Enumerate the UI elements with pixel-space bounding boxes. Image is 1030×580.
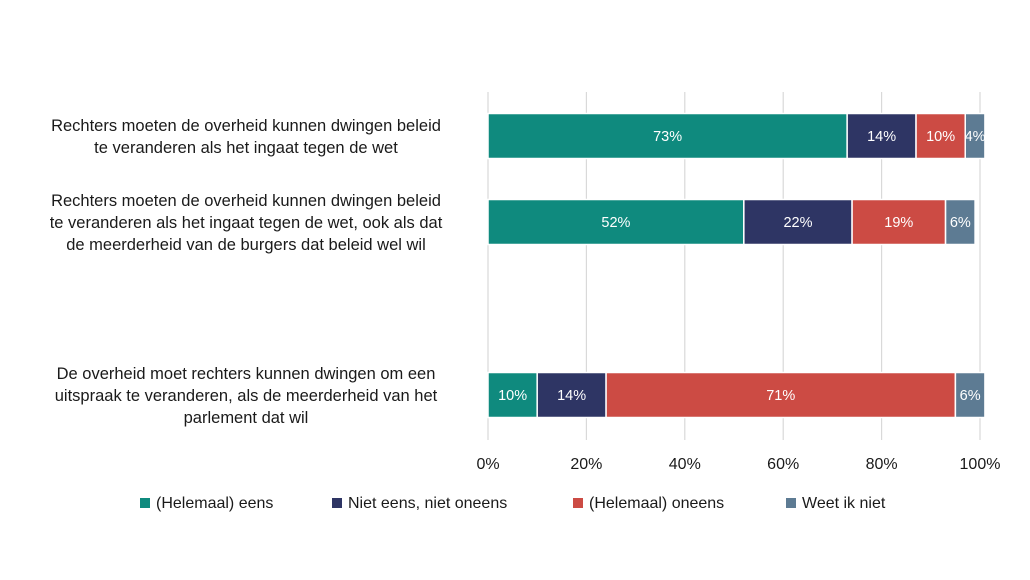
legend-swatch [332, 498, 342, 508]
bar-segment [605, 371, 957, 419]
category-label-line: Rechters moeten de overheid kunnen dwing… [51, 117, 441, 135]
bar-segment [487, 198, 745, 246]
category-label: De overheid moet rechters kunnen dwingen… [55, 365, 438, 427]
legend-label: Weet ik niet [802, 495, 886, 512]
data-label: 19% [884, 215, 913, 231]
category-label-line: te veranderen als het ingaat tegen de we… [50, 214, 443, 232]
bar-segment [964, 112, 986, 160]
category-label-line: te veranderen als het ingaat tegen de we… [94, 139, 398, 157]
data-label: 10% [926, 129, 955, 145]
data-label: 6% [950, 215, 971, 231]
bar-segment [944, 198, 976, 246]
category-label-line: uitspraak te veranderen, als de meerderh… [55, 387, 438, 405]
data-label: 10% [498, 388, 527, 404]
legend-label: Niet eens, niet oneens [348, 495, 507, 512]
category-label-line: de meerderheid van de burgers dat beleid… [66, 236, 426, 254]
x-tick-label: 0% [476, 456, 499, 473]
x-tick-label: 80% [866, 456, 898, 473]
category-label: Rechters moeten de overheid kunnen dwing… [50, 192, 443, 254]
legend-swatch [140, 498, 150, 508]
category-label: Rechters moeten de overheid kunnen dwing… [51, 117, 441, 157]
x-tick-label: 40% [669, 456, 701, 473]
x-tick-label: 20% [570, 456, 602, 473]
data-label: 4% [965, 129, 986, 145]
x-tick-label: 60% [767, 456, 799, 473]
legend-label: (Helemaal) oneens [589, 495, 724, 512]
bar-segment [536, 371, 607, 419]
bar-segment [743, 198, 853, 246]
data-label: 14% [867, 129, 896, 145]
category-label-line: Rechters moeten de overheid kunnen dwing… [51, 192, 441, 210]
bar-segment [851, 198, 947, 246]
legend-swatch [573, 498, 583, 508]
category-label-line: parlement dat wil [184, 409, 309, 427]
bar-segment [487, 112, 848, 160]
category-label-line: De overheid moet rechters kunnen dwingen… [57, 365, 436, 383]
x-tick-label: 100% [960, 456, 1001, 473]
data-label: 71% [766, 388, 795, 404]
data-label: 73% [653, 129, 682, 145]
data-label: 52% [601, 215, 630, 231]
data-label: 6% [960, 388, 981, 404]
data-label: 14% [557, 388, 586, 404]
legend-swatch [786, 498, 796, 508]
data-label: 22% [783, 215, 812, 231]
bar-segment [954, 371, 986, 419]
legend-label: (Helemaal) eens [156, 495, 273, 512]
